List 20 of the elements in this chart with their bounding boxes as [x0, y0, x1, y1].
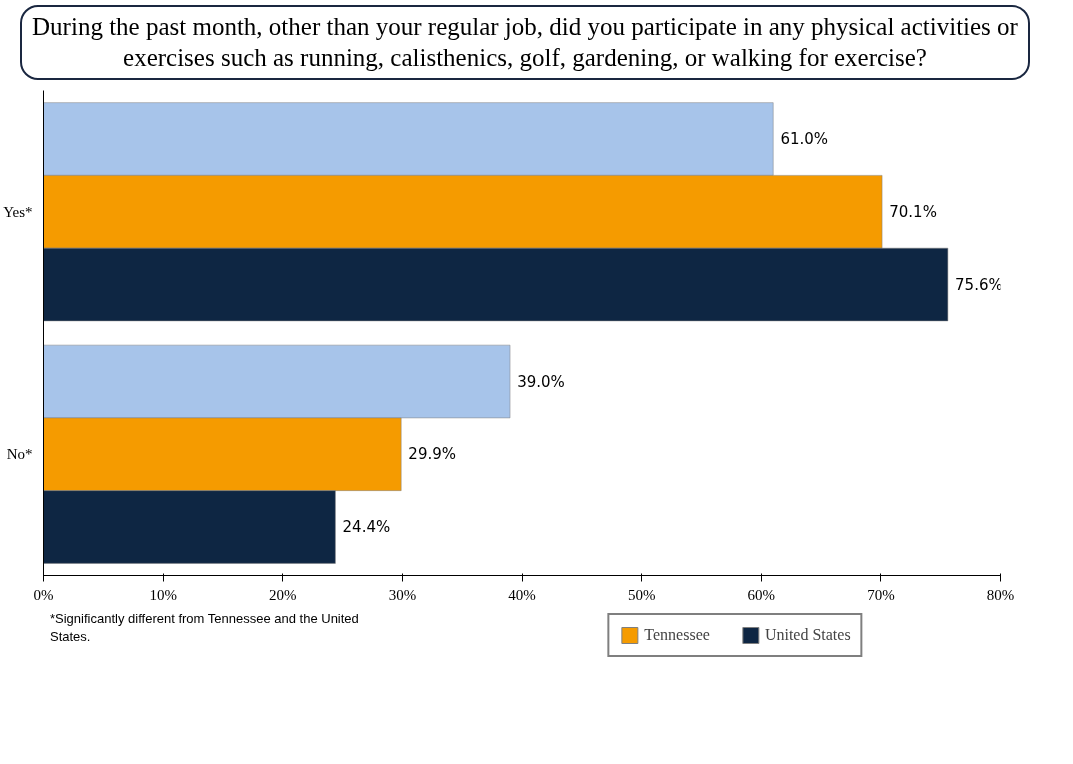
y-tick-label: Yes*: [3, 203, 33, 220]
x-tick-label: 40%: [508, 586, 536, 602]
data-label: 61.0%: [780, 129, 829, 148]
data-label: 24.4%: [342, 517, 391, 536]
x-tick-label: 70%: [867, 586, 895, 602]
chart-title: During the past month, other than your regular job, did you participate in any physical activities or exercises such as running, calisthenics, golf, gardening, or walking for exercise?: [32, 12, 1018, 74]
text: *Significantly different from Tennessee and the United States.: [50, 609, 360, 647]
y-tick-label: No*: [6, 445, 33, 462]
data-label: 39.0%: [517, 372, 565, 390]
legend-label: Tennessee: [644, 625, 710, 644]
x-tick-label: 10%: [149, 586, 177, 602]
data-label: 70.1%: [889, 202, 937, 221]
x-tick-label: 50%: [627, 586, 656, 602]
x-tick-label: 60%: [747, 586, 775, 602]
x-tick-label: 0%: [33, 586, 54, 602]
x-tick-label: 20%: [269, 586, 297, 602]
x-tick-label: 80%: [986, 586, 1015, 602]
data-label: 29.9%: [408, 444, 457, 463]
legend-label: United States: [764, 625, 851, 644]
x-tick-label: 30%: [388, 586, 417, 602]
